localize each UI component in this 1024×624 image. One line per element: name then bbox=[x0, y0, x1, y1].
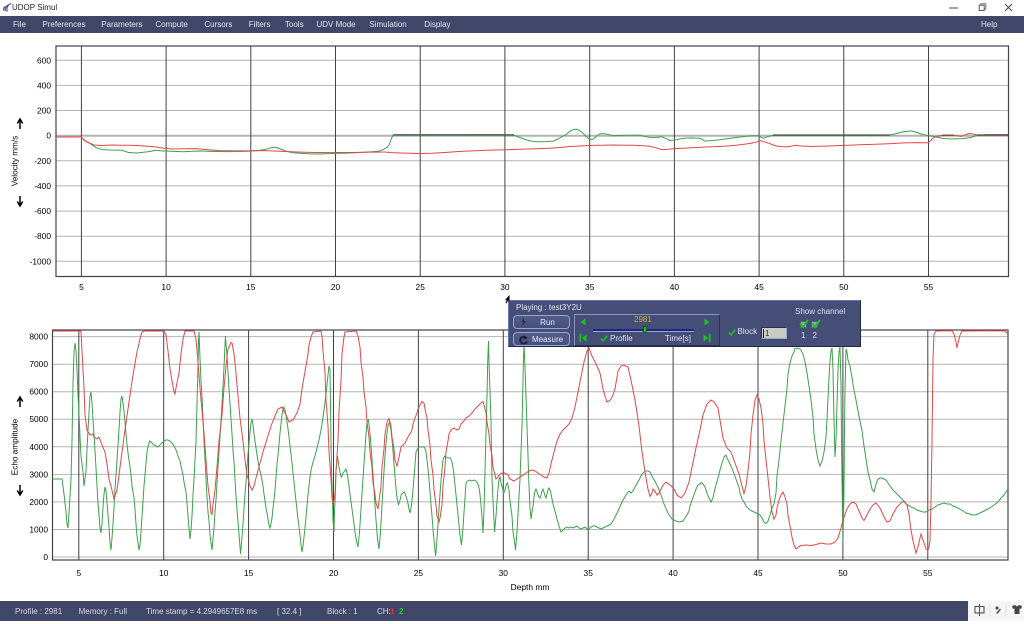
svg-text:0: 0 bbox=[46, 131, 51, 141]
svg-text:400: 400 bbox=[37, 80, 51, 90]
svg-text:45: 45 bbox=[754, 282, 764, 292]
svg-text:1000: 1000 bbox=[29, 525, 48, 535]
svg-text:35: 35 bbox=[585, 282, 595, 292]
svg-text:50: 50 bbox=[838, 568, 848, 578]
svg-text:4000: 4000 bbox=[29, 442, 48, 452]
svg-text:-600: -600 bbox=[34, 206, 51, 216]
svg-text:10: 10 bbox=[161, 282, 171, 292]
svg-text:40: 40 bbox=[670, 282, 680, 292]
svg-text:0: 0 bbox=[43, 552, 48, 562]
svg-text:15: 15 bbox=[244, 568, 254, 578]
svg-text:200: 200 bbox=[37, 106, 51, 116]
svg-text:6000: 6000 bbox=[29, 387, 48, 397]
svg-text:30: 30 bbox=[499, 568, 509, 578]
svg-text:20: 20 bbox=[329, 568, 339, 578]
svg-text:25: 25 bbox=[414, 568, 424, 578]
svg-text:55: 55 bbox=[924, 282, 934, 292]
svg-text:3000: 3000 bbox=[29, 469, 48, 479]
svg-text:Echo amplitude: Echo amplitude bbox=[11, 418, 20, 475]
svg-text:-400: -400 bbox=[34, 181, 51, 191]
svg-text:-800: -800 bbox=[34, 231, 51, 241]
svg-text:Velocity mm/s: Velocity mm/s bbox=[11, 136, 20, 187]
svg-text:5: 5 bbox=[79, 282, 84, 292]
svg-text:600: 600 bbox=[37, 55, 51, 65]
svg-text:30: 30 bbox=[500, 282, 510, 292]
svg-text:15: 15 bbox=[246, 282, 256, 292]
svg-text:8000: 8000 bbox=[29, 332, 48, 342]
svg-text:10: 10 bbox=[159, 568, 169, 578]
svg-text:35: 35 bbox=[584, 568, 594, 578]
svg-text:-1000: -1000 bbox=[30, 256, 52, 266]
svg-text:7000: 7000 bbox=[29, 359, 48, 369]
svg-text:25: 25 bbox=[416, 282, 426, 292]
svg-text:5: 5 bbox=[76, 568, 81, 578]
svg-text:55: 55 bbox=[923, 568, 933, 578]
svg-text:Depth mm: Depth mm bbox=[511, 582, 550, 592]
svg-text:5000: 5000 bbox=[29, 414, 48, 424]
svg-text:20: 20 bbox=[331, 282, 341, 292]
svg-text:40: 40 bbox=[668, 568, 678, 578]
svg-text:45: 45 bbox=[753, 568, 763, 578]
svg-text:2000: 2000 bbox=[29, 497, 48, 507]
svg-text:-200: -200 bbox=[34, 156, 51, 166]
svg-text:50: 50 bbox=[839, 282, 849, 292]
